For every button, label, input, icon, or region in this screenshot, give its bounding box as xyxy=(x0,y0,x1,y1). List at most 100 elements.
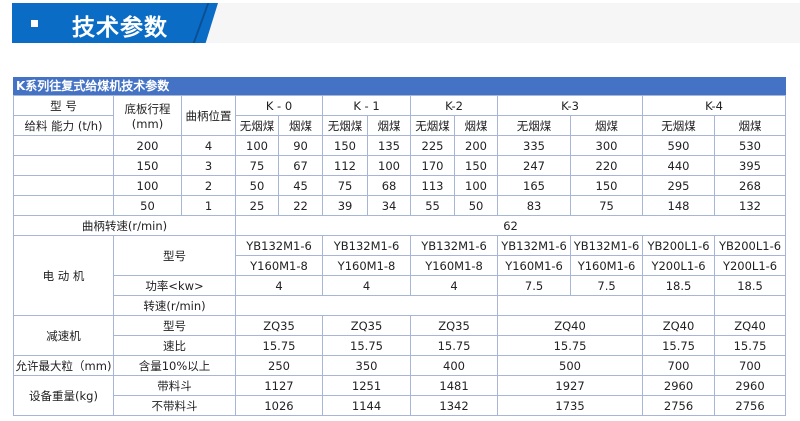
header-capacity-label: 给料 能力 (t/h) xyxy=(13,115,114,136)
motor-row: 功率<kw> 4 4 4 7.5 7.5 18.5 18.5 xyxy=(14,275,787,296)
weight-value: 2960 xyxy=(642,375,716,396)
header-bituminous: 烟煤 xyxy=(454,115,499,136)
weight-label: 设备重量(kg) xyxy=(13,375,114,416)
reducer-model-value: ZQ40 xyxy=(714,315,787,336)
motor-power-label: 功率<kw> xyxy=(113,275,236,296)
header-model-k4: K-4 xyxy=(642,95,787,116)
motor-label: 电 动 机 xyxy=(13,235,114,316)
max-particle-value: 700 xyxy=(714,355,787,376)
capacity-value: 530 xyxy=(714,135,787,156)
capacity-value: 268 xyxy=(714,175,787,196)
empty-cell xyxy=(13,135,114,156)
capacity-row: 100 2 50 45 75 68 113 100 165 150 295 268 xyxy=(13,175,787,196)
empty-cell xyxy=(13,155,114,176)
capacity-value: 83 xyxy=(497,195,572,216)
capacity-value: 22 xyxy=(277,195,324,216)
reducer-row: 减速机 型号 ZQ35 ZQ35 ZQ35 ZQ40 ZQ40 ZQ40 xyxy=(13,315,787,356)
header-crank-position: 曲柄位置 xyxy=(181,95,236,136)
motor-model-value: Y160M1-8 xyxy=(410,255,499,276)
motor-model-value: Y200L1-6 xyxy=(642,255,716,276)
motor-model-value: Y160M1-8 xyxy=(234,255,324,276)
table-caption: K系列往复式给煤机技术参数 xyxy=(13,77,786,95)
motor-row: 电 动 机型号 YB132M1-6 YB132M1-6 YB132M1-6 YB132M… xyxy=(13,235,787,316)
capacity-value: 395 xyxy=(714,155,787,176)
motor-model-value: Y160M1-6 xyxy=(570,255,644,276)
header-anthracite: 无烟煤 xyxy=(497,115,572,136)
weight-value: 1144 xyxy=(322,395,412,416)
weight-value: 1342 xyxy=(410,395,499,416)
capacity-value: 50 xyxy=(454,195,499,216)
reducer-model-value: ZQ40 xyxy=(642,315,716,336)
motor-model-value: YB132M1-6 xyxy=(497,235,572,256)
header-anthracite: 无烟煤 xyxy=(235,115,279,136)
capacity-row: 50 1 25 22 39 34 55 50 83 75 148 132 xyxy=(13,195,787,216)
capacity-value: 247 xyxy=(497,155,572,176)
motor-power-value: 7.5 xyxy=(570,275,644,296)
section-title: 技术参数 xyxy=(72,15,168,41)
motor-power-value: 4 xyxy=(234,275,324,296)
reducer-label: 减速机 xyxy=(13,315,114,356)
header-anthracite: 无烟煤 xyxy=(322,115,369,136)
motor-row: 转速(r/min) xyxy=(14,295,787,316)
header-model-k1: K - 1 xyxy=(322,95,412,116)
motor-model-value: Y200L1-6 xyxy=(714,255,787,276)
header-model-k0: K - 0 xyxy=(234,95,324,116)
capacity-row: 150 3 75 67 112 100 170 150 247 220 440 395 xyxy=(13,155,787,176)
capacity-value: 113 xyxy=(410,175,456,196)
stroke-value: 200 xyxy=(113,135,182,156)
header-stroke-label: (mm) xyxy=(131,116,164,131)
crank-speed-value: 62 xyxy=(234,215,787,236)
crank-speed-label: 曲柄转速(r/min) xyxy=(13,215,236,236)
header-model-label: 型 号 xyxy=(13,95,114,116)
stroke-value: 50 xyxy=(113,195,182,216)
stroke-value: 150 xyxy=(113,155,182,176)
capacity-value: 55 xyxy=(410,195,456,216)
capacity-value: 25 xyxy=(235,195,279,216)
header-stroke-label: 底板行程 xyxy=(124,101,171,116)
capacity-value: 295 xyxy=(642,175,716,196)
capacity-value: 68 xyxy=(367,175,412,196)
weight-value: 1481 xyxy=(410,375,499,396)
header-stroke: 底板行程 (mm) xyxy=(113,95,182,136)
empty-cell xyxy=(13,175,114,196)
weight-row: 不带料斗 1026 1144 1342 1735 2756 2756 xyxy=(14,395,787,416)
capacity-value: 220 xyxy=(570,155,644,176)
max-particle-value: 350 xyxy=(322,355,412,376)
header-model-k2: K-2 xyxy=(410,95,499,116)
reducer-model-value: ZQ35 xyxy=(410,315,499,336)
capacity-value: 100 xyxy=(235,135,279,156)
weight-value: 2756 xyxy=(642,395,716,416)
capacity-value: 148 xyxy=(642,195,716,216)
weight-with-hopper-label: 带料斗 xyxy=(113,375,236,396)
reducer-model-value: ZQ40 xyxy=(497,315,644,336)
reducer-ratio-value: 15.75 xyxy=(410,335,499,356)
banner-background xyxy=(200,3,800,43)
capacity-value: 34 xyxy=(367,195,412,216)
max-particle-value: 500 xyxy=(497,355,644,376)
motor-model-value: YB200L1-6 xyxy=(642,235,716,256)
max-particle-row: 允许最大粒（mm) 含量10%以上 250 350 400 500 700 700 xyxy=(13,355,787,376)
motor-model-value: Y160M1-8 xyxy=(322,255,412,276)
capacity-value: 150 xyxy=(454,155,499,176)
capacity-value: 112 xyxy=(322,155,369,176)
motor-power-value: 4 xyxy=(410,275,499,296)
banner-divider xyxy=(192,3,210,43)
reducer-ratio-value: 15.75 xyxy=(322,335,412,356)
crank-speed-row: 曲柄转速(r/min) 62 xyxy=(13,215,787,236)
reducer-ratio-value: 15.75 xyxy=(642,335,716,356)
motor-model-value: YB132M1-6 xyxy=(322,235,412,256)
motor-power-value: 4 xyxy=(322,275,412,296)
capacity-value: 440 xyxy=(642,155,716,176)
motor-power-value: 18.5 xyxy=(714,275,787,296)
empty-cell xyxy=(497,295,644,316)
max-particle-value: 250 xyxy=(234,355,324,376)
motor-row: Y160M1-8 Y160M1-8 Y160M1-8 Y160M1-6 Y160M1-6… xyxy=(14,255,787,276)
reducer-ratio-value: 15.75 xyxy=(234,335,324,356)
max-particle-value: 700 xyxy=(642,355,716,376)
header-anthracite: 无烟煤 xyxy=(642,115,716,136)
reducer-ratio-value: 15.75 xyxy=(497,335,644,356)
capacity-value: 335 xyxy=(497,135,572,156)
motor-power-value: 18.5 xyxy=(642,275,716,296)
capacity-value: 75 xyxy=(570,195,644,216)
